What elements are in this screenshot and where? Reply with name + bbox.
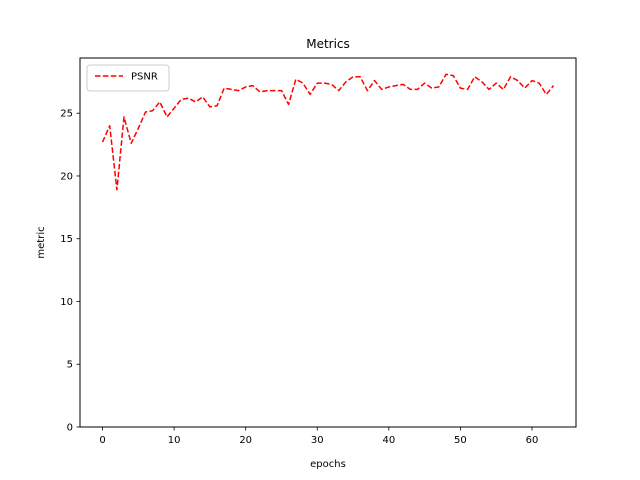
x-tick-label: 0: [99, 435, 105, 446]
x-tick-label: 30: [311, 435, 324, 446]
y-axis-label: metric: [36, 226, 47, 258]
x-tick-label: 10: [168, 435, 181, 446]
y-tick-label: 5: [67, 360, 73, 371]
x-axis: 0 10 20 30 40 50 60: [99, 427, 538, 446]
series-line-psnr: [101, 73, 555, 191]
x-tick-label: 50: [454, 435, 467, 446]
y-tick-label: 25: [60, 109, 73, 120]
y-tick-label: 20: [60, 171, 73, 182]
y-tick-label: 10: [60, 297, 73, 308]
x-tick-label: 60: [526, 435, 539, 446]
legend-label: PSNR: [131, 72, 158, 83]
axes-frame: [79, 57, 577, 428]
x-tick-label: 40: [382, 435, 395, 446]
legend-box: [86, 64, 170, 92]
y-axis: 0 5 10 15 20 25: [60, 109, 80, 434]
plot-area: [101, 73, 555, 191]
chart-title: Metrics: [306, 37, 350, 51]
x-axis-label: epochs: [310, 459, 346, 470]
y-tick-label: 15: [60, 234, 73, 245]
y-tick-label: 0: [67, 423, 73, 434]
legend: PSNR: [86, 64, 170, 92]
x-tick-label: 20: [239, 435, 252, 446]
